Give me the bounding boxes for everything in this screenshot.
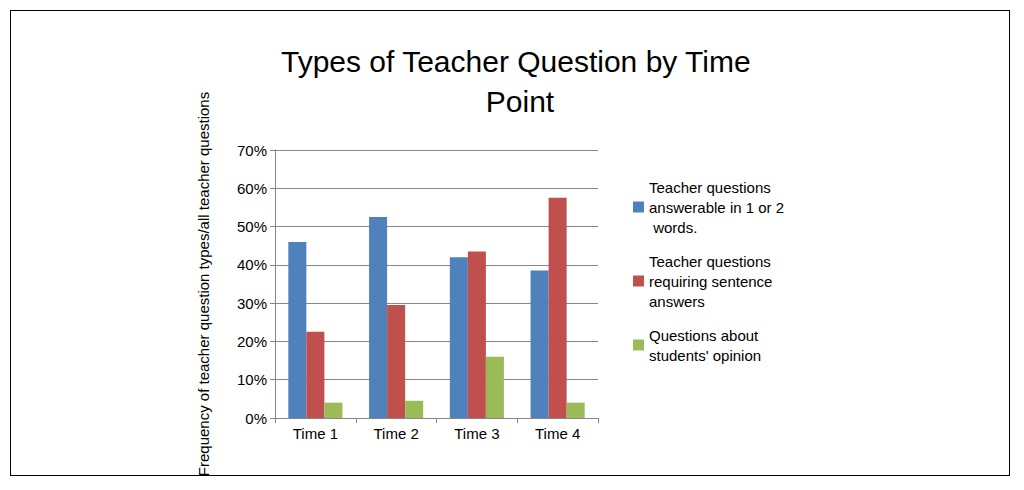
svg-text:30%: 30% [237,295,267,312]
svg-text:Time 1: Time 1 [293,425,338,442]
svg-text:Time 3: Time 3 [454,425,499,442]
svg-text:70%: 70% [237,142,267,159]
svg-text:words.: words. [649,219,697,236]
svg-text:20%: 20% [237,333,267,350]
svg-text:Teacher questions: Teacher questions [649,179,775,196]
svg-text:Questions about: Questions about [649,327,762,344]
svg-text:60%: 60% [237,180,267,197]
svg-text:Time 4: Time 4 [535,425,580,442]
svg-text:answerable in 1 or 2: answerable in 1 or 2 [649,199,784,216]
svg-text:students' opinion: students' opinion [649,347,761,364]
svg-text:50%: 50% [237,218,267,235]
svg-text:requiring sentence: requiring sentence [649,273,777,290]
svg-text:40%: 40% [237,256,267,273]
svg-text:answers: answers [649,293,705,310]
svg-text:Point: Point [486,85,555,118]
svg-text:Frequency of teacher question: Frequency of teacher question types/all … [195,92,212,476]
svg-text:Types of Teacher Question by T: Types of Teacher Question by Time [281,45,759,78]
svg-text:0%: 0% [245,410,267,427]
svg-text:Time 2: Time 2 [373,425,418,442]
svg-text:Teacher questions: Teacher questions [649,253,775,270]
svg-text:10%: 10% [237,371,267,388]
